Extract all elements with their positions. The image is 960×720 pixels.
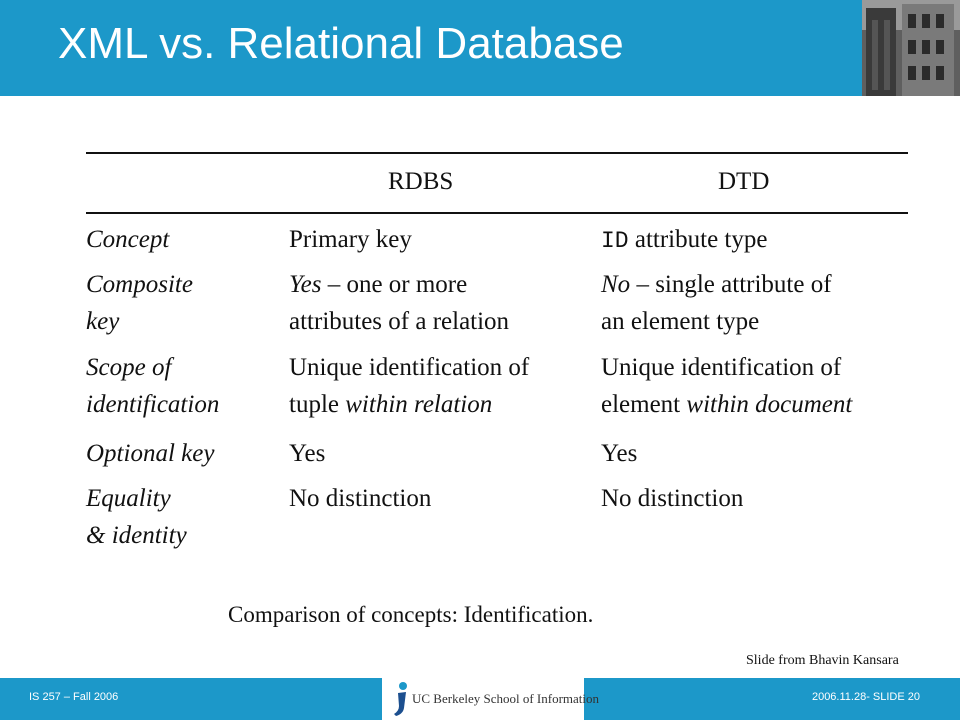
column-header-dtd: DTD [718, 168, 770, 195]
slide-credit: Slide from Bhavin Kansara [746, 653, 899, 668]
course-label: IS 257 – Fall 2006 [29, 691, 119, 703]
cell-composite-key-dtd: No – single attribute of an element type [601, 271, 832, 335]
cell-concept-dtd: ID attribute type [601, 226, 768, 254]
table-caption: Comparison of concepts: Identification. [228, 602, 594, 627]
cell-scope-rdbs: Unique identification of tuple within re… [289, 354, 530, 418]
cell-composite-key-rdbs: Yes – one or more attributes of a relati… [289, 271, 510, 335]
cell-optional-key-dtd: Yes [601, 440, 638, 467]
school-name: UC Berkeley School of Information [412, 691, 600, 706]
table-top-rule [86, 152, 908, 154]
row-label-optional-key: Optional key [86, 440, 215, 467]
table-header-rule [86, 212, 908, 214]
footer-bar: IS 257 – Fall 2006 UC Berkeley School of… [0, 678, 960, 720]
row-label-composite-key: Composite key [86, 271, 193, 335]
row-label-equality-identity: Equality & identity [86, 485, 187, 549]
building-photo-image [862, 0, 960, 96]
info-i-icon [394, 682, 407, 716]
school-logo: UC Berkeley School of Information [382, 678, 599, 720]
slide-number: 2006.11.28- SLIDE 20 [811, 691, 920, 703]
cell-equality-dtd: No distinction [601, 485, 744, 512]
row-label-scope-of-identification: Scope of identification [86, 354, 220, 418]
cell-concept-rdbs: Primary key [289, 226, 412, 253]
title-bar: XML vs. Relational Database [0, 0, 862, 96]
slide-title: XML vs. Relational Database [58, 19, 624, 68]
row-label-concept: Concept [86, 226, 170, 253]
cell-optional-key-rdbs: Yes [289, 440, 326, 467]
column-header-rdbs: RDBS [388, 168, 454, 195]
cell-scope-dtd: Unique identification of element within … [601, 354, 853, 418]
cell-equality-rdbs: No distinction [289, 485, 432, 512]
